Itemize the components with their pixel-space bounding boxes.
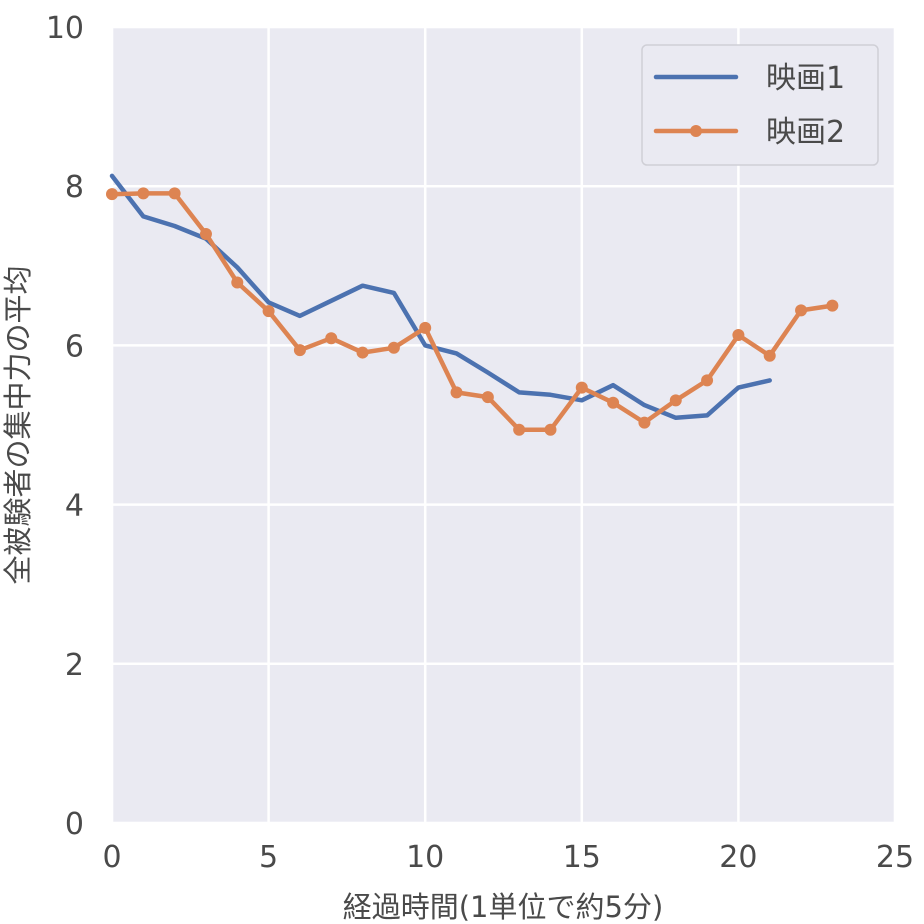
- data-point-series-2: [638, 416, 651, 429]
- legend-marker-series-2: [690, 125, 702, 137]
- y-tick-label: 2: [65, 648, 84, 683]
- data-point-series-2: [607, 396, 620, 409]
- y-axis-label: 全被験者の集中力の平均: [1, 265, 35, 584]
- grid-lines: [110, 25, 897, 825]
- data-point-series-2: [325, 332, 338, 345]
- y-tick-label: 0: [65, 807, 84, 842]
- y-tick-label: 10: [46, 11, 84, 46]
- data-point-series-2: [262, 305, 275, 318]
- data-point-series-2: [293, 344, 306, 357]
- y-tick-label: 4: [65, 489, 84, 524]
- data-point-series-2: [732, 329, 745, 342]
- data-point-series-2: [763, 349, 776, 362]
- data-point-series-2: [199, 227, 212, 240]
- x-axis-label: 経過時間(1単位で約5分): [343, 890, 664, 924]
- series-line-2: [109, 191, 835, 433]
- data-point-series-2: [575, 381, 588, 394]
- legend-label-series-1: 映画1: [766, 61, 845, 96]
- data-point-series-2: [669, 394, 682, 407]
- data-point-series-2: [513, 423, 526, 436]
- legend-label-series-2: 映画2: [766, 115, 845, 150]
- data-point-series-2: [387, 341, 400, 354]
- y-tick-label: 8: [65, 170, 84, 205]
- data-point-series-2: [795, 304, 808, 317]
- data-point-series-2: [231, 276, 244, 289]
- data-point-series-2: [544, 423, 557, 436]
- x-tick-label: 25: [876, 840, 914, 875]
- x-tick-label: 5: [259, 840, 278, 875]
- data-point-series-2: [826, 299, 839, 312]
- data-point-series-2: [356, 346, 369, 359]
- data-point-series-2: [419, 321, 432, 334]
- x-tick-labels: 0 5 10 15 20 25: [102, 840, 914, 875]
- x-tick-label: 10: [406, 840, 444, 875]
- data-point-series-2: [168, 187, 181, 200]
- data-point-series-2: [137, 187, 150, 200]
- x-tick-label: 0: [102, 840, 121, 875]
- y-tick-label: 6: [65, 329, 84, 364]
- data-point-series-2: [701, 374, 714, 387]
- y-tick-labels: 0 2 4 6 8 10: [46, 11, 84, 842]
- series-layer: [106, 173, 839, 436]
- data-point-series-2: [106, 188, 118, 201]
- x-tick-label: 20: [719, 840, 757, 875]
- data-point-series-2: [481, 391, 494, 404]
- legend: 映画1 映画2: [641, 44, 879, 166]
- data-point-series-2: [450, 386, 463, 399]
- x-tick-label: 15: [563, 840, 601, 875]
